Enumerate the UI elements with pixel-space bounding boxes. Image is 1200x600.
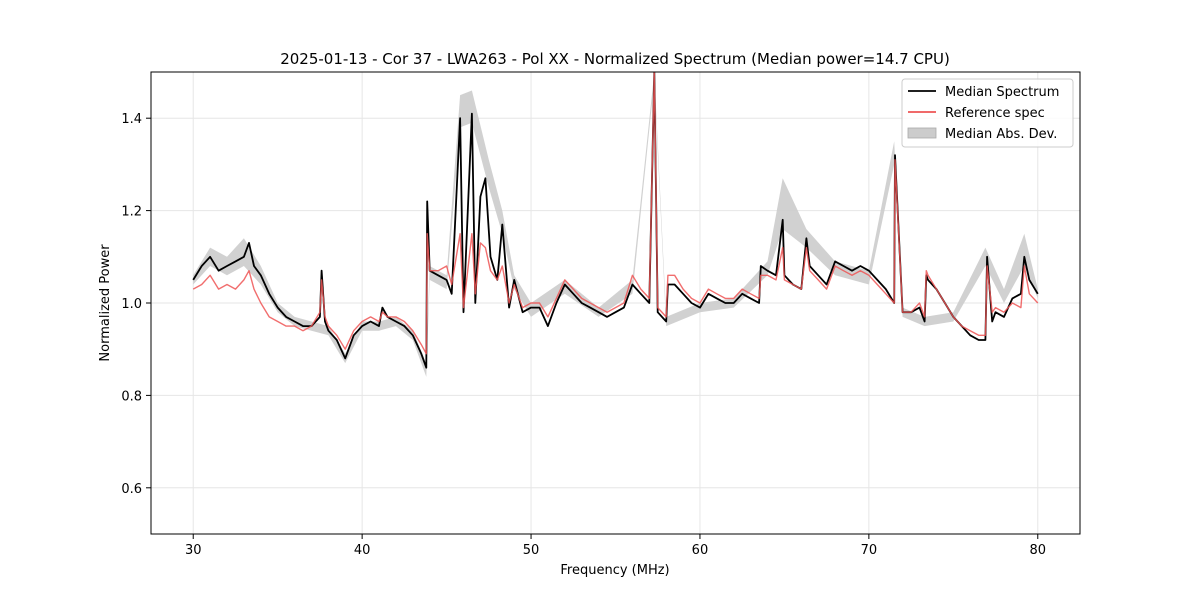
chart-title: 2025-01-13 - Cor 37 - LWA263 - Pol XX - … xyxy=(280,50,950,68)
legend: Median Spectrum Reference spec Median Abs.… xyxy=(901,78,1074,148)
x-tick-label: 30 xyxy=(185,543,202,558)
legend-swatch xyxy=(907,127,937,139)
y-tick-label: 1.0 xyxy=(121,297,142,312)
y-tick-label: 1.4 xyxy=(121,112,142,127)
legend-label: Median Abs. Dev. xyxy=(945,127,1057,142)
x-tick-label: 80 xyxy=(1029,543,1046,558)
legend-box xyxy=(901,78,1074,148)
plot-area xyxy=(192,72,1039,377)
x-tick-label: 50 xyxy=(523,543,540,558)
y-tick-label: 0.8 xyxy=(121,389,142,404)
x-axis: 30 40 50 60 70 80 xyxy=(185,534,1046,558)
y-axis-label: Normalized Power xyxy=(98,244,113,362)
legend-label: Median Spectrum xyxy=(945,85,1059,100)
legend-label: Reference spec xyxy=(945,106,1045,121)
x-tick-label: 60 xyxy=(692,543,709,558)
reference-spec-line xyxy=(192,72,1039,355)
x-axis-label: Frequency (MHz) xyxy=(560,563,669,578)
y-tick-label: 1.2 xyxy=(121,205,142,220)
x-tick-label: 40 xyxy=(354,543,371,558)
y-tick-label: 0.6 xyxy=(121,482,142,497)
x-tick-label: 70 xyxy=(861,543,878,558)
y-axis: 0.6 0.8 1.0 1.2 1.4 xyxy=(121,112,151,497)
